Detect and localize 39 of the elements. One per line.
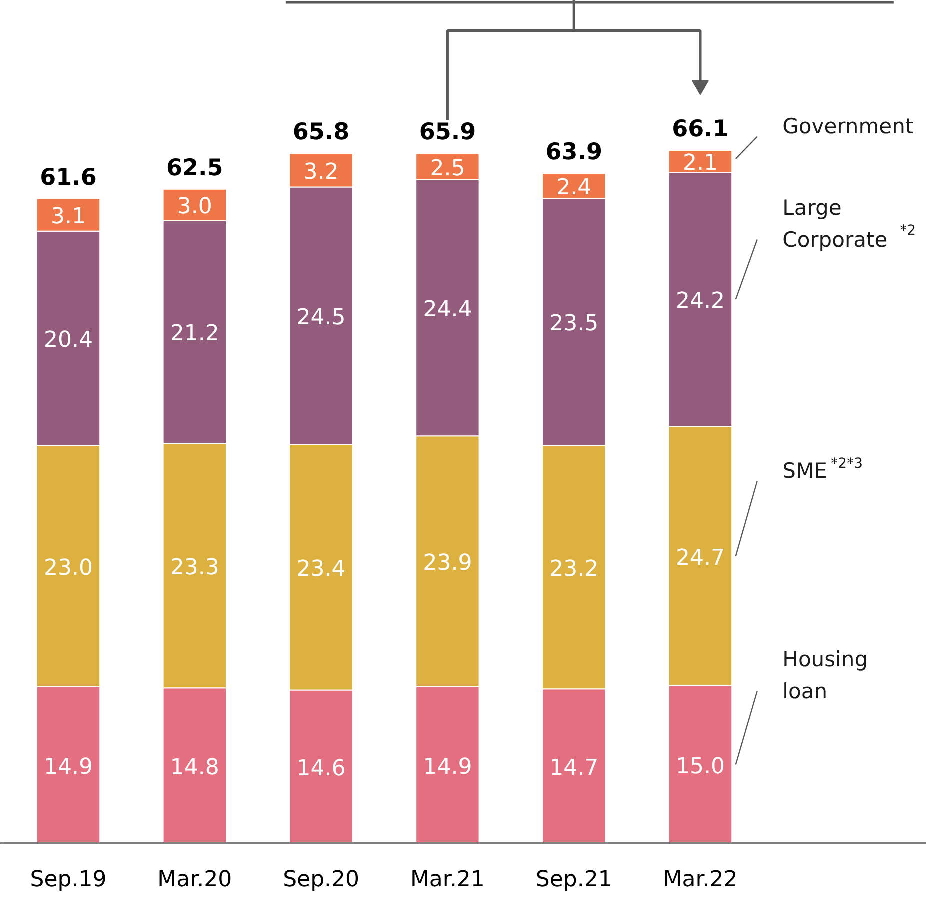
data-label: 3.2 bbox=[304, 160, 339, 185]
total-label: 61.6 bbox=[40, 164, 97, 191]
data-label: 21.2 bbox=[170, 322, 220, 347]
data-label: 24.5 bbox=[296, 305, 346, 330]
text: Government bbox=[782, 114, 914, 138]
data-label: 23.2 bbox=[550, 556, 599, 582]
total-label: 65.9 bbox=[419, 120, 476, 146]
data-label: 23.4 bbox=[296, 556, 346, 582]
text: Housing loan bbox=[782, 647, 868, 704]
data-label: 3.1 bbox=[51, 204, 86, 230]
x-tick-label: Mar.21 bbox=[410, 868, 485, 892]
data-label: 3.0 bbox=[177, 194, 212, 220]
data-label: 14.9 bbox=[423, 754, 472, 780]
data-label: 14.8 bbox=[170, 755, 220, 780]
data-label: 2.4 bbox=[556, 176, 592, 201]
data-label: 2.5 bbox=[430, 156, 466, 182]
x-tick-label: Mar.22 bbox=[663, 868, 738, 892]
x-tick-label: Mar.20 bbox=[158, 868, 232, 892]
data-label: 23.9 bbox=[423, 551, 472, 576]
x-tick-label: Sep.20 bbox=[283, 868, 360, 892]
data-label: 14.6 bbox=[296, 756, 346, 782]
data-label: 15.0 bbox=[676, 754, 725, 780]
data-label: 24.7 bbox=[676, 546, 725, 571]
data-label: 24.4 bbox=[423, 298, 472, 322]
text: Large Corporate*2 bbox=[782, 196, 916, 252]
x-tick-label: Sep.21 bbox=[536, 868, 612, 892]
data-label: 20.4 bbox=[44, 328, 93, 353]
total-label: 65.8 bbox=[292, 120, 350, 146]
x-tick-label: Sep.19 bbox=[30, 868, 107, 892]
data-label: 23.3 bbox=[170, 555, 220, 580]
data-label: 14.9 bbox=[44, 754, 93, 780]
data-label: 24.2 bbox=[676, 289, 725, 314]
total-label: 62.5 bbox=[166, 155, 224, 182]
data-label: 23.0 bbox=[44, 556, 93, 581]
total-label: 66.1 bbox=[672, 116, 729, 142]
data-label: 14.7 bbox=[550, 756, 599, 781]
data-label: 23.5 bbox=[550, 312, 599, 337]
total-label: 63.9 bbox=[546, 140, 602, 166]
data-label: 2.1 bbox=[683, 151, 718, 176]
